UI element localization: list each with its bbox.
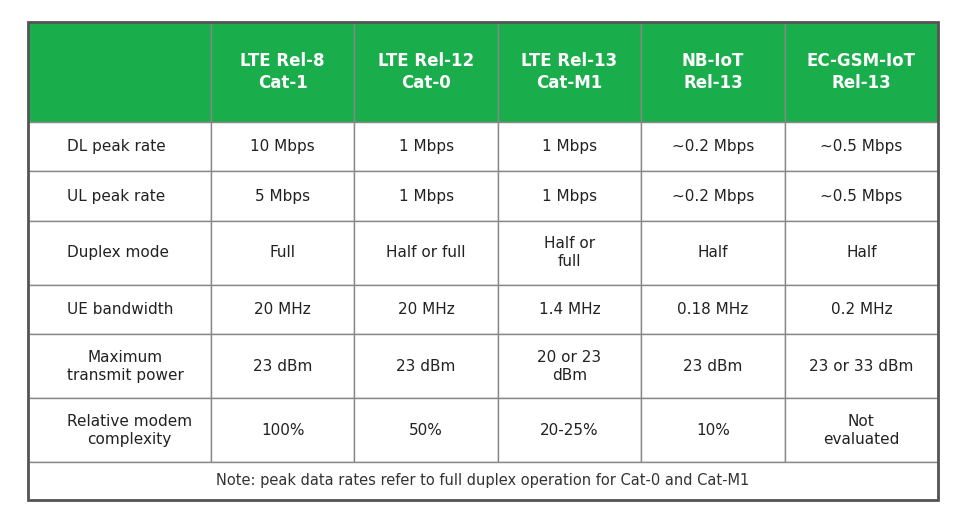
Bar — [354, 285, 498, 334]
Text: DL peak rate: DL peak rate — [67, 139, 166, 154]
Bar — [211, 122, 354, 171]
Bar — [498, 285, 641, 334]
Bar — [641, 398, 784, 462]
Text: Half or full: Half or full — [386, 245, 466, 260]
Text: 23 dBm: 23 dBm — [253, 359, 312, 374]
Bar — [784, 22, 938, 122]
Text: 23 dBm: 23 dBm — [684, 359, 743, 374]
Bar — [211, 285, 354, 334]
Text: LTE Rel-13
Cat-M1: LTE Rel-13 Cat-M1 — [521, 52, 617, 92]
Bar — [354, 171, 498, 221]
Text: 0.2 MHz: 0.2 MHz — [830, 302, 892, 317]
Bar — [498, 171, 641, 221]
Text: EC-GSM-IoT
Rel-13: EC-GSM-IoT Rel-13 — [806, 52, 916, 92]
Text: 23 dBm: 23 dBm — [396, 359, 456, 374]
Bar — [354, 398, 498, 462]
Bar — [28, 171, 211, 221]
Text: UE bandwidth: UE bandwidth — [67, 302, 174, 317]
Bar — [354, 122, 498, 171]
Bar — [498, 398, 641, 462]
Text: Half: Half — [846, 245, 876, 260]
Bar — [641, 171, 784, 221]
Bar — [211, 22, 354, 122]
Bar — [784, 171, 938, 221]
Bar — [641, 221, 784, 285]
Bar — [211, 398, 354, 462]
Bar — [354, 334, 498, 398]
Bar — [498, 221, 641, 285]
Text: 1 Mbps: 1 Mbps — [542, 188, 597, 204]
Text: 10%: 10% — [696, 423, 730, 437]
Text: 50%: 50% — [409, 423, 444, 437]
Text: 20 MHz: 20 MHz — [397, 302, 454, 317]
Text: Note: peak data rates refer to full duplex operation for Cat-0 and Cat-M1: Note: peak data rates refer to full dupl… — [216, 473, 750, 489]
Text: 20 MHz: 20 MHz — [254, 302, 311, 317]
Text: UL peak rate: UL peak rate — [67, 188, 165, 204]
Bar — [28, 22, 211, 122]
Text: 20 or 23
dBm: 20 or 23 dBm — [538, 350, 602, 383]
Text: 10 Mbps: 10 Mbps — [251, 139, 315, 154]
Bar — [784, 221, 938, 285]
Text: LTE Rel-8
Cat-1: LTE Rel-8 Cat-1 — [240, 52, 324, 92]
Bar — [354, 221, 498, 285]
Text: 0.18 MHz: 0.18 MHz — [678, 302, 749, 317]
Bar — [28, 285, 211, 334]
Bar — [28, 398, 211, 462]
Bar — [28, 122, 211, 171]
Text: 1 Mbps: 1 Mbps — [398, 188, 454, 204]
Bar — [28, 221, 211, 285]
Bar — [354, 22, 498, 122]
Bar — [211, 334, 354, 398]
Bar — [211, 221, 354, 285]
Bar — [784, 398, 938, 462]
Bar — [784, 334, 938, 398]
Text: Not
evaluated: Not evaluated — [823, 413, 900, 446]
Bar — [498, 22, 641, 122]
Text: 1.4 MHz: 1.4 MHz — [539, 302, 600, 317]
Bar — [641, 22, 784, 122]
Text: 23 or 33 dBm: 23 or 33 dBm — [809, 359, 914, 374]
Bar — [498, 122, 641, 171]
Text: 5 Mbps: 5 Mbps — [255, 188, 310, 204]
Text: ~0.5 Mbps: ~0.5 Mbps — [820, 139, 902, 154]
Text: ~0.5 Mbps: ~0.5 Mbps — [820, 188, 902, 204]
Bar — [641, 334, 784, 398]
Text: LTE Rel-12
Cat-0: LTE Rel-12 Cat-0 — [378, 52, 474, 92]
Text: Relative modem
complexity: Relative modem complexity — [67, 413, 192, 446]
Bar — [498, 334, 641, 398]
Bar — [211, 171, 354, 221]
Text: 100%: 100% — [261, 423, 304, 437]
Bar — [28, 334, 211, 398]
Text: Full: Full — [270, 245, 296, 260]
Text: ~0.2 Mbps: ~0.2 Mbps — [672, 188, 755, 204]
Bar — [784, 285, 938, 334]
Text: ~0.2 Mbps: ~0.2 Mbps — [672, 139, 755, 154]
Text: 1 Mbps: 1 Mbps — [542, 139, 597, 154]
Text: 20-25%: 20-25% — [540, 423, 599, 437]
Text: Half or
full: Half or full — [544, 236, 595, 269]
Text: Half: Half — [698, 245, 729, 260]
Text: Maximum
transmit power: Maximum transmit power — [67, 350, 184, 383]
Bar — [28, 462, 938, 500]
Bar — [784, 122, 938, 171]
Text: NB-IoT
Rel-13: NB-IoT Rel-13 — [682, 52, 744, 92]
Bar — [641, 285, 784, 334]
Text: 1 Mbps: 1 Mbps — [398, 139, 454, 154]
Bar — [641, 122, 784, 171]
Text: Duplex mode: Duplex mode — [67, 245, 169, 260]
